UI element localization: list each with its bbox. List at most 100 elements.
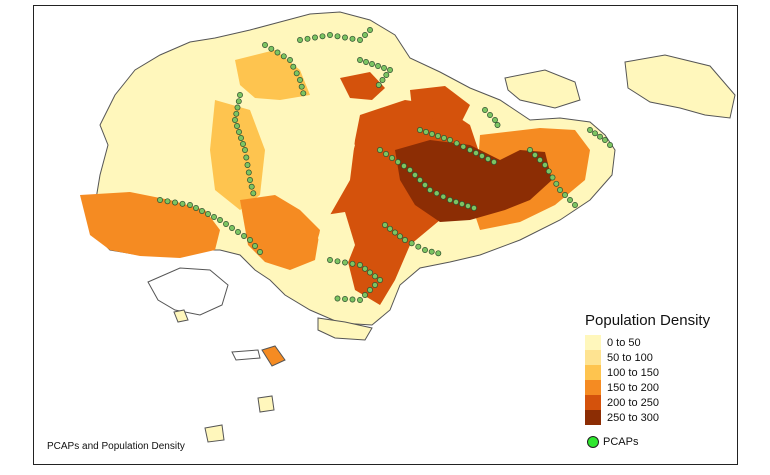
legend-row-4: 200 to 250 [585,395,735,410]
pcap-point [245,169,252,176]
pcap-point [440,193,447,200]
pcap-point [342,259,348,266]
pulau-tekong [624,54,736,119]
pcap-point [375,63,381,69]
pcap-point [392,229,398,236]
pcap-point [423,129,429,135]
legend-swatch [585,335,601,350]
pcap-point [527,147,533,153]
pcap-point [494,122,501,128]
pcap-point [363,59,369,65]
sentosa [317,317,373,341]
pcap-point [280,53,287,60]
pcap-point [234,123,240,129]
zone-50-100 [235,50,310,100]
pcap-point [379,77,386,83]
legend-label: 250 to 300 [607,411,659,424]
pcap-point [172,199,178,206]
pcap-point [211,214,217,220]
pcap-point [367,287,373,293]
pcap-point [157,197,163,203]
pcap-point [602,137,608,143]
legend-row-0: 0 to 50 [585,335,735,350]
pcap-point [372,282,378,288]
pcap-point [357,57,363,63]
pcap-point [382,222,388,228]
pcap-point [383,151,389,157]
pcap-point [357,37,363,43]
pcap-point [217,217,223,223]
pcap-point [297,37,303,43]
zone-central-pale [285,118,355,192]
pcap-point [542,162,548,168]
pcap-point [297,77,303,83]
pcap-point [357,297,363,303]
pcap-point [447,197,453,203]
pcap-point [428,248,435,255]
pcap-point [422,247,428,253]
pcap-point [597,133,603,140]
legend-label: 50 to 100 [607,351,653,364]
pcap-point [298,83,305,90]
pcap-point [362,292,368,298]
map-caption: PCAPs and Population Density [47,441,185,452]
pcap-point [465,203,471,209]
pcap-point [237,92,243,98]
pcap-point [447,137,453,143]
map-legend: Population Density 0 to 50 50 to 100 100… [585,312,735,425]
pcap-legend: PCAPs [587,436,638,448]
pcap-point [199,208,205,214]
pcap-point [274,49,281,56]
pcap-point [395,159,401,165]
pcap-point [433,190,440,197]
legend-swatch [585,350,601,365]
pcap-point [287,57,293,63]
pcap-point [293,70,300,77]
pcap-point [377,147,383,153]
pcap-point [372,273,378,280]
pcap-point [473,150,479,156]
pcap-point [300,90,307,97]
pcap-point [247,177,253,183]
pcap-point [362,265,368,272]
legend-label: 150 to 200 [607,381,659,394]
pcap-point [243,154,250,161]
legend-swatch [585,380,601,395]
pcap-point [248,183,255,190]
pcap-point [290,63,297,70]
pcap-point [334,258,341,265]
legend-label: 0 to 50 [607,336,641,349]
zone-north-red [340,72,385,100]
pcap-point [417,127,423,133]
pcap-point [252,243,258,249]
pcap-point [250,190,257,197]
pcap-point [402,237,408,243]
pcap-point [397,233,403,240]
pcap-point [223,221,229,227]
pcap-point [435,250,442,257]
zone-west-orange [80,192,220,258]
pcap-point [387,67,393,73]
legend-label: 200 to 250 [607,396,659,409]
pcap-legend-icon [587,436,599,448]
pcap-point [334,295,341,302]
pcap-point [441,135,447,141]
pulau-ubin [504,69,581,109]
pcap-point [349,260,356,267]
legend-row-2: 100 to 150 [585,365,735,380]
southern-island-4 [257,395,275,413]
legend-row-3: 150 to 200 [585,380,735,395]
pcap-point [592,130,598,137]
southern-island-3 [231,349,261,361]
pcap-point [607,142,613,148]
pcap-point [549,174,556,181]
jurong-island [147,267,229,316]
pcap-point [193,205,199,211]
pcap-point [485,156,491,162]
pcap-point [453,140,460,147]
southern-island-1 [173,309,189,323]
pcap-point [312,34,318,41]
pcap-point [268,45,275,52]
pcap-point [342,34,348,41]
